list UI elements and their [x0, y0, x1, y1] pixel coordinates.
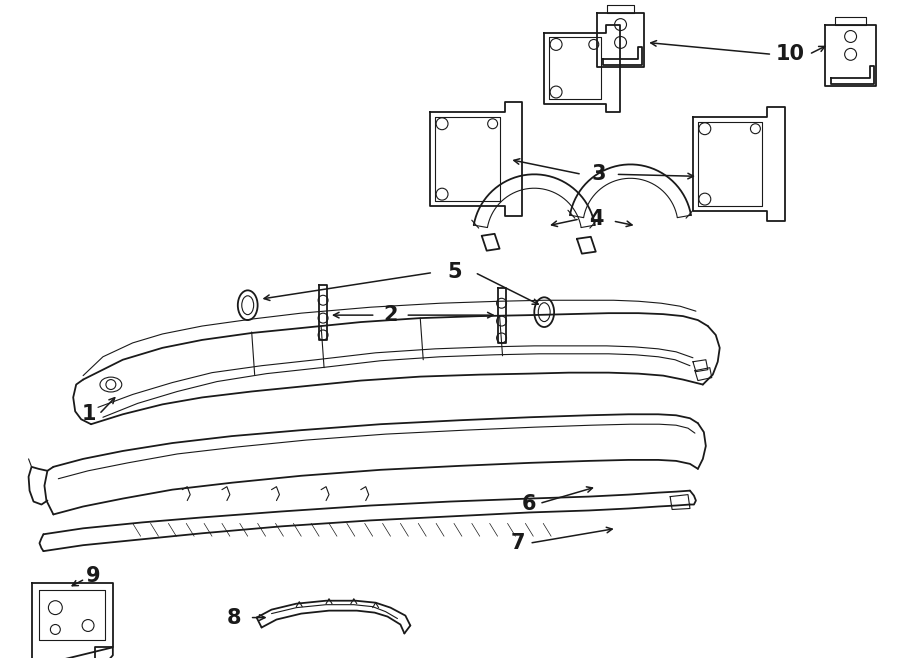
Text: 1: 1	[82, 405, 96, 424]
Text: 8: 8	[227, 607, 241, 627]
Text: 4: 4	[590, 209, 604, 229]
Text: 10: 10	[776, 44, 805, 64]
Text: 6: 6	[522, 494, 536, 514]
Text: 7: 7	[510, 533, 525, 553]
Text: 2: 2	[383, 305, 398, 325]
Text: 3: 3	[591, 165, 606, 184]
Text: 5: 5	[447, 262, 463, 282]
Text: 9: 9	[86, 566, 100, 586]
